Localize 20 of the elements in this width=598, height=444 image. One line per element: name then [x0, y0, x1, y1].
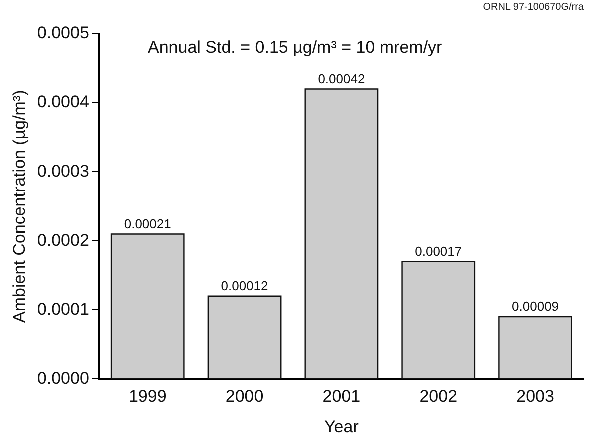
- y-tick-label: 0.0005: [37, 24, 90, 43]
- data-label: 0.00009: [512, 299, 560, 314]
- y-tick-label: 0.0000: [37, 368, 90, 388]
- x-tick-label: 2001: [322, 387, 361, 406]
- data-label: 0.00021: [124, 216, 172, 232]
- y-axis-title: Ambient Concentration (µg/m³): [10, 90, 29, 323]
- annotation: Annual Std. = 0.15 µg/m³ = 10 mrem/yr: [148, 38, 442, 58]
- x-axis-title: Year: [324, 417, 360, 436]
- y-tick-label: 0.0001: [37, 300, 90, 319]
- y-tick-label: 0.0003: [37, 162, 90, 181]
- x-tick-label: 2002: [420, 387, 458, 406]
- y-tick-label: 0.0004: [37, 92, 90, 112]
- text: ORNL 97-100670G/rra: [483, 2, 584, 13]
- data-label: 0.00042: [318, 71, 366, 86]
- y-tick-label: 0.0002: [37, 230, 90, 250]
- x-tick-label: 2003: [516, 387, 554, 406]
- x-tick-label: 2000: [226, 387, 264, 406]
- data-label: 0.00012: [221, 278, 268, 294]
- data-label: 0.00017: [415, 244, 462, 259]
- x-tick-label: 1999: [128, 387, 167, 406]
